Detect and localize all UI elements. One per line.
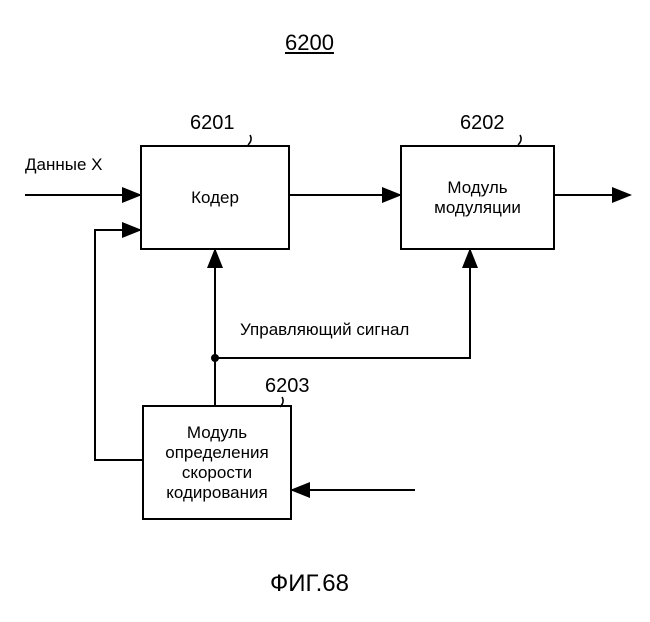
control-to-modulator <box>215 250 470 358</box>
leader-line <box>248 135 251 145</box>
leader-line <box>518 135 521 145</box>
encoder-ref: 6201 <box>190 112 235 135</box>
figure-caption: ФИГ.68 <box>270 570 349 598</box>
arrows-layer <box>0 0 650 622</box>
junction-dot <box>211 354 219 362</box>
control-label: Управляющий сигнал <box>240 320 409 340</box>
encoder-box: Кодер <box>140 145 290 250</box>
rate-label: Модульопределенияскоростикодирования <box>165 423 268 503</box>
rate-feedback <box>95 230 142 460</box>
modulator-label: Модульмодуляции <box>434 178 521 218</box>
modulator-ref: 6202 <box>460 112 505 135</box>
figure-title: 6200 <box>285 30 334 56</box>
rate-box: Модульопределенияскоростикодирования <box>142 405 292 520</box>
input-label: Данные X <box>25 155 102 175</box>
encoder-label: Кодер <box>191 188 239 208</box>
modulator-box: Модульмодуляции <box>400 145 555 250</box>
rate-ref: 6203 <box>265 375 310 398</box>
